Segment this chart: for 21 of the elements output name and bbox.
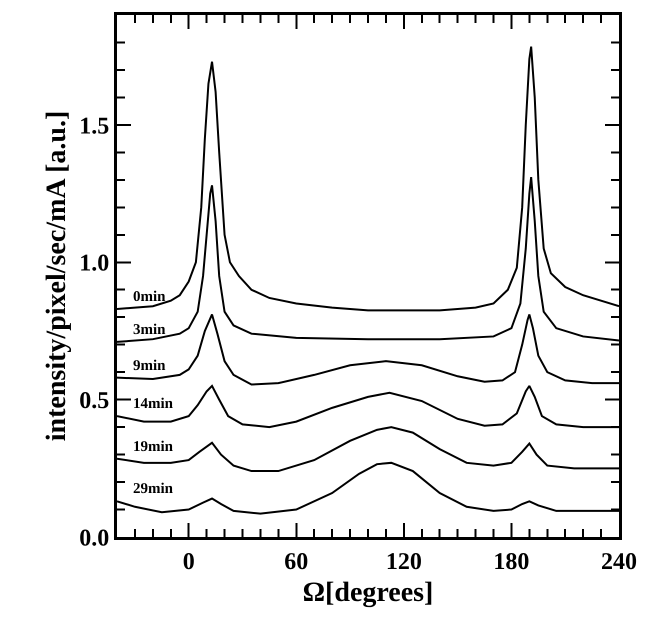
series-label: 19min — [133, 439, 174, 455]
x-tick-label: 0 — [182, 548, 195, 575]
x-tick-label: 120 — [386, 548, 422, 575]
line-series — [117, 46, 619, 312]
x-axis-title: Ω[degrees] — [302, 576, 434, 608]
x-tick-label: 180 — [493, 548, 530, 575]
x-tick-label: 60 — [284, 548, 308, 575]
line-series — [117, 426, 619, 472]
y-tick-label: 0.0 — [79, 525, 110, 552]
y-axis-title: intensity/pixel/sec/mA [a.u.] — [40, 110, 72, 442]
line-series — [117, 462, 619, 515]
series-label: 9min — [133, 358, 166, 374]
series-label: 29min — [133, 481, 174, 497]
line-series — [117, 176, 619, 343]
series-label: 3min — [133, 322, 166, 338]
y-tick-label: 1.0 — [79, 250, 110, 277]
y-tick-label: 1.5 — [79, 113, 110, 140]
x-tick-label: 240 — [601, 548, 637, 575]
y-tick-label: 0.5 — [79, 388, 110, 414]
series-label: 0min — [133, 289, 166, 305]
series-label: 14min — [133, 396, 174, 412]
